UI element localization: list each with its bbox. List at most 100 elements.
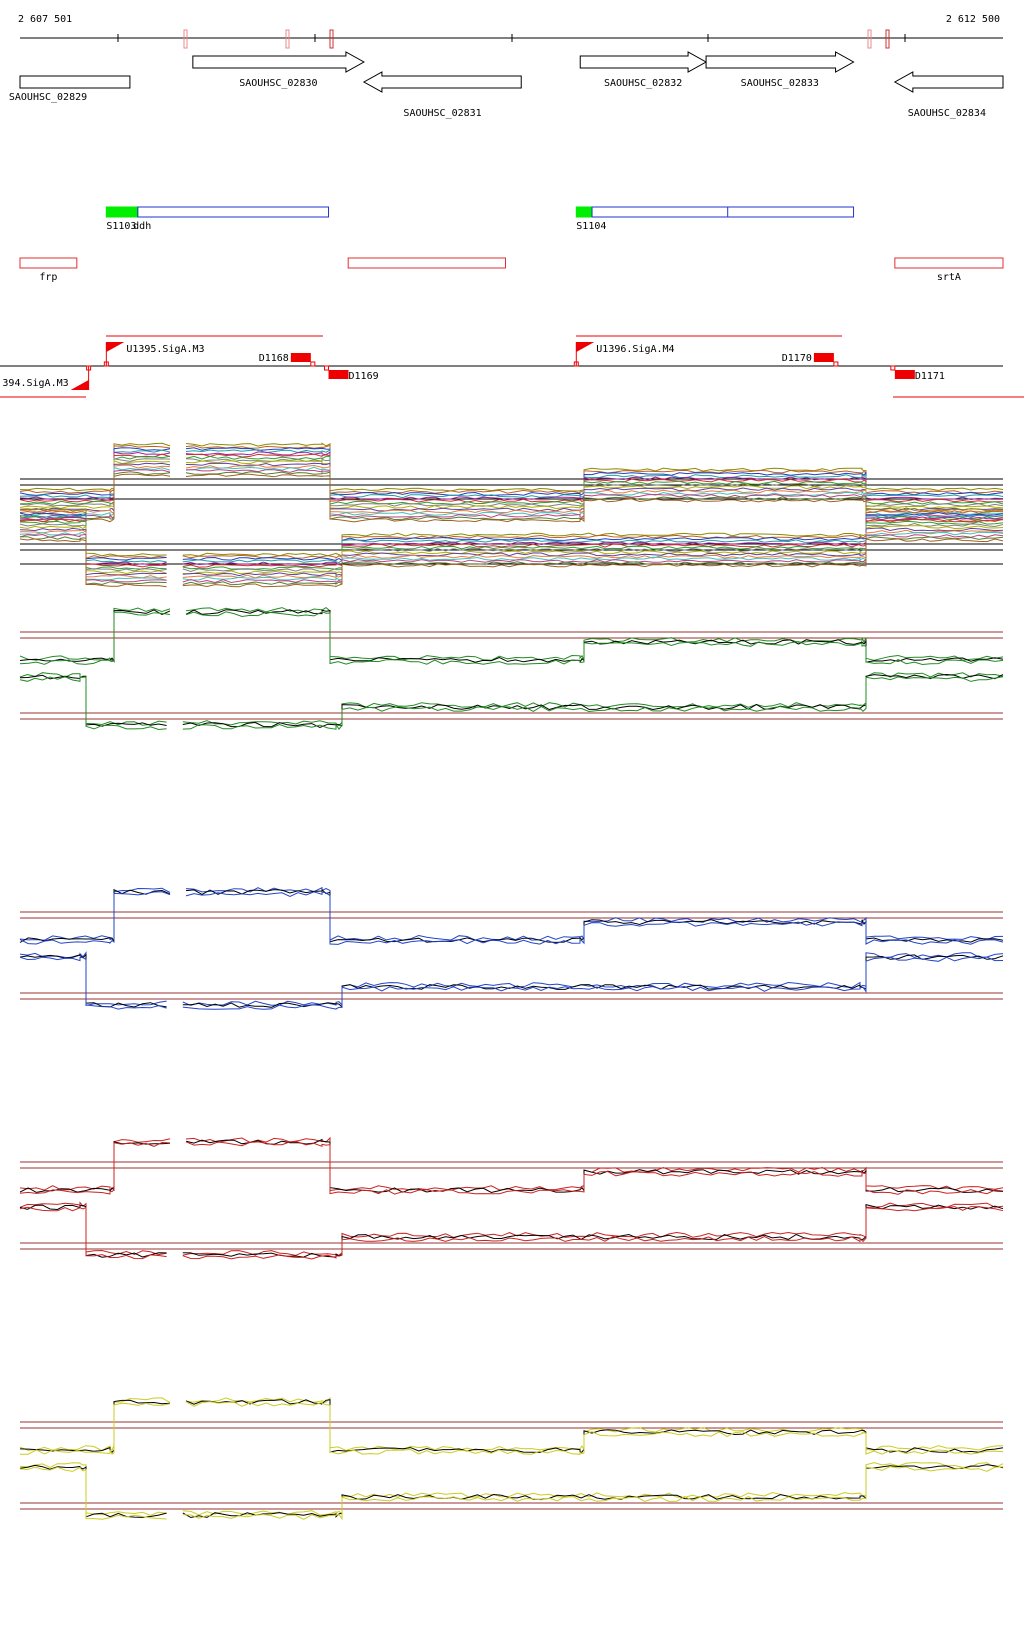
terminator-block [290, 353, 311, 362]
expression-line [19, 442, 1004, 492]
expression-line [19, 1464, 1004, 1519]
terminator-block [894, 370, 915, 379]
expression-line [19, 1399, 1004, 1454]
site-D1170: D1170 [782, 353, 839, 367]
expression-panel-9-yellow-forward [19, 1396, 1004, 1455]
gene-arrow [705, 51, 855, 73]
terminator-block [328, 370, 349, 379]
gene-SAOUHSC_02833: SAOUHSC_02833 [705, 51, 855, 89]
gene-label: SAOUHSC_02830 [239, 78, 317, 89]
expression-line [19, 1141, 1004, 1195]
gene-label: SAOUHSC_02833 [741, 78, 819, 89]
site-label: D1171 [915, 371, 945, 382]
site-marker [890, 365, 896, 371]
site-label: U1395.SigA.M3 [126, 344, 204, 355]
operon-2: S1104 [575, 206, 855, 232]
site-.394.SigA.M3: .394.SigA.M3 [0, 365, 92, 390]
site-D1169: D1169 [324, 365, 379, 382]
expression-line [19, 527, 1004, 577]
gene-box [19, 75, 131, 89]
operon-start-label: S1104 [576, 221, 606, 232]
site-D1168: D1168 [259, 353, 316, 367]
gene-arrow [579, 51, 708, 73]
annotation-track: frp srtA [19, 257, 1004, 283]
operon-name: ddh [133, 221, 151, 232]
site-label: D1170 [782, 353, 812, 364]
expression-line [19, 886, 1004, 942]
expression-line [19, 1138, 1004, 1194]
expression-line [19, 1201, 1004, 1257]
expression-line [19, 469, 1004, 519]
expression-panel-8-red-reverse [19, 1201, 1004, 1260]
operon-start-label: S1103 [106, 221, 136, 232]
expression-line [19, 451, 1004, 501]
expression-panel-4-green-reverse [19, 672, 1004, 731]
expression-line [19, 1206, 1004, 1260]
annotation-box [894, 257, 1004, 269]
promoter-flag [576, 342, 595, 352]
site-marker [833, 361, 839, 367]
regulatory-site-track: U1395.SigA.M3 D1168 .394.SigA.M3 D1169 U1396… [0, 335, 1024, 398]
expression-panels [19, 442, 1004, 1521]
expression-line [19, 956, 1004, 1010]
expression-panel-7-red-forward [19, 1136, 1004, 1195]
expression-line [19, 676, 1004, 731]
expression-line [19, 538, 1004, 588]
annotation-srtA: srtA [894, 257, 1004, 283]
expression-panel-6-blue-reverse [19, 951, 1004, 1010]
gene-label: SAOUHSC_02834 [908, 108, 986, 119]
expression-line [19, 1136, 1004, 1192]
expression-line [19, 891, 1004, 945]
expression-line [19, 673, 1004, 729]
site-label: .394.SigA.M3 [0, 378, 69, 389]
gene-SAOUHSC_02830: SAOUHSC_02830 [192, 51, 365, 89]
promoter-flag [70, 380, 89, 390]
site-marker [573, 361, 579, 367]
expression-line [19, 447, 1004, 497]
operon-body [591, 206, 855, 218]
expression-line [19, 606, 1004, 662]
annotation-label: srtA [937, 272, 961, 283]
expression-line [19, 672, 1004, 727]
expression-panel-3-green-forward [19, 606, 1004, 666]
expression-line [19, 951, 1004, 1007]
gene-label: SAOUHSC_02829 [9, 92, 87, 103]
expression-panel-10-yellow-reverse [19, 1461, 1004, 1521]
promoter-flag [106, 342, 125, 352]
site-label: D1169 [349, 371, 379, 382]
coord-start: 2 607 501 [18, 14, 72, 25]
gene-label: SAOUHSC_02832 [604, 78, 682, 89]
annotation-box [347, 257, 507, 269]
operon-start [105, 206, 139, 218]
ruler-marker [885, 29, 890, 49]
expression-line [19, 460, 1004, 510]
site-U1395.SigA.M3: U1395.SigA.M3 [103, 342, 205, 367]
ruler-marker [329, 29, 334, 49]
site-marker [310, 361, 316, 367]
operon-body [137, 206, 330, 218]
expression-line [19, 1396, 1004, 1452]
gene-SAOUHSC_02831: SAOUHSC_02831 [362, 71, 522, 119]
site-marker [86, 365, 92, 371]
expression-line [19, 444, 1004, 495]
expression-line [19, 466, 1004, 516]
expression-line [19, 455, 1004, 505]
expression-panel-2-all-conditions-reverse [19, 507, 1004, 588]
genome-ruler [20, 29, 1003, 49]
site-U1396.SigA.M4: U1396.SigA.M4 [573, 342, 675, 367]
gene-label: SAOUHSC_02831 [403, 108, 481, 119]
annotation-box [19, 257, 78, 269]
ruler-marker [285, 29, 290, 49]
gene-track: SAOUHSC_02829 SAOUHSC_02830 SAOUHSC_02831 S… [9, 51, 1004, 119]
site-D1171: D1171 [890, 365, 945, 382]
expression-line [19, 473, 1004, 523]
site-marker [324, 365, 330, 371]
expression-line [19, 1465, 1004, 1521]
expression-line [19, 888, 1004, 943]
ruler-marker [183, 29, 188, 49]
expression-line [19, 1461, 1004, 1517]
expression-line [19, 610, 1004, 666]
